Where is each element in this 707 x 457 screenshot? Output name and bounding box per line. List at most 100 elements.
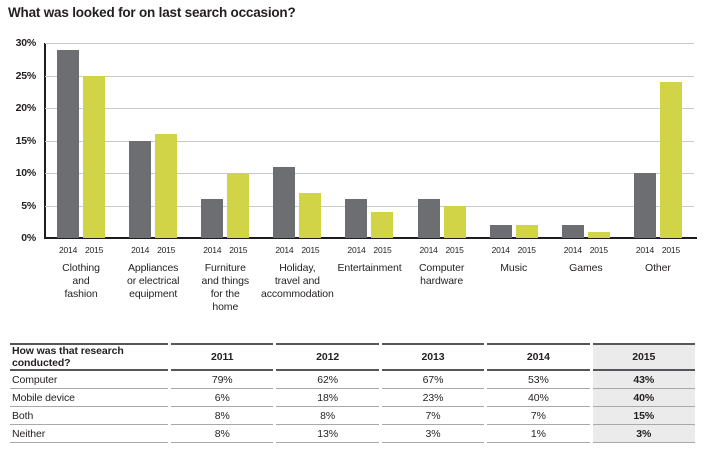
bar-year-label: 2015 — [229, 245, 248, 255]
bar-group: 2014 2015 Other — [622, 43, 694, 274]
bar-2014 — [201, 199, 224, 238]
bar-2014 — [129, 140, 152, 238]
category-label: Holiday, travel and accommodation — [260, 262, 334, 300]
table-cell: 40% — [487, 389, 590, 407]
bar-year-label: 2015 — [661, 245, 680, 255]
category-label: Appliances or electrical equipment — [126, 262, 180, 300]
table-cell: 15% — [592, 407, 695, 425]
bar-year-label: 2015 — [517, 245, 536, 255]
y-tick-label: 10% — [15, 167, 37, 179]
bar-groups: 2014 2015 Clothing and fashion 2014 2015 Appl… — [45, 43, 694, 313]
bar-2014 — [489, 225, 512, 238]
table-cell: 79% — [171, 371, 274, 389]
category-label: Other — [645, 262, 671, 274]
bar-group: 2014 2015 Holiday, travel and accommodatio… — [261, 43, 334, 300]
gridline — [45, 75, 694, 77]
table-header-row: How was that research conducted? 2011 2012… — [10, 343, 695, 371]
bar-year-label: 2014 — [635, 245, 654, 255]
gridline — [45, 108, 694, 109]
bar-year-label: 2014 — [131, 245, 150, 255]
bar-year-labels: 2014 2015 — [562, 245, 610, 255]
bar-pair — [273, 166, 322, 238]
table-cell: 62% — [276, 371, 379, 389]
year-column-header: 2013 — [381, 343, 485, 371]
table-cell: 40% — [592, 389, 695, 407]
category-label: Furniture and things for the home — [201, 262, 250, 313]
bar-group: 2014 2015 Music — [478, 43, 550, 274]
table-cell: 8% — [276, 407, 379, 425]
bar-year-labels: 2014 2015 — [345, 245, 393, 255]
y-axis-labels: 30% 25% 20% 15% 10% 5% 0% — [0, 37, 38, 244]
table-cell: 1% — [487, 425, 590, 443]
category-label: Games — [569, 262, 603, 274]
table-cell: 43% — [592, 371, 695, 389]
bar-pair — [633, 82, 682, 238]
bar-year-label: 2014 — [347, 245, 366, 255]
y-tick-label: 5% — [21, 199, 36, 212]
bar-year-label: 2014 — [563, 245, 582, 255]
bar-2014 — [273, 166, 296, 238]
bar-2015 — [659, 82, 682, 238]
y-tick-label: 20% — [15, 102, 37, 114]
bar-year-labels: 2014 2015 — [490, 245, 538, 255]
y-tick-label: 30% — [15, 37, 37, 49]
table-cell: 67% — [381, 371, 485, 389]
bar-pair — [561, 225, 610, 238]
bar-year-labels: 2014 2015 — [129, 245, 177, 255]
table-cell: 53% — [487, 371, 590, 389]
bar-year-label: 2015 — [373, 245, 392, 255]
bar-2015 — [371, 212, 394, 238]
table-cell: 3% — [592, 425, 695, 443]
bar-2015 — [587, 231, 610, 238]
table-row: Mobile device 6% 18% 23% 40% 40% — [10, 389, 695, 407]
gridline — [45, 140, 694, 142]
bar-year-label: 2014 — [419, 245, 438, 255]
bar-year-labels: 2014 2015 — [634, 245, 682, 255]
row-label: Neither — [10, 425, 168, 443]
year-column-header: 2012 — [276, 343, 379, 371]
table-cell: 8% — [171, 425, 274, 443]
bar-year-labels: 2014 2015 — [57, 245, 105, 255]
bar-year-label: 2014 — [275, 245, 294, 255]
bar-2014 — [417, 199, 440, 238]
bar-2015 — [299, 192, 322, 238]
bar-group: 2014 2015 Clothing and fashion — [45, 43, 117, 300]
bar-pair — [345, 199, 394, 238]
bar-year-label: 2015 — [445, 245, 464, 255]
table-title-header: How was that research conducted? — [10, 343, 168, 371]
year-column-header: 2011 — [171, 343, 274, 371]
chart-title: What was looked for on last search occas… — [8, 5, 296, 20]
bar-2015 — [443, 205, 466, 238]
bar-year-label: 2015 — [157, 245, 176, 255]
bar-2015 — [83, 75, 106, 238]
row-label: Both — [10, 407, 168, 425]
category-label: Music — [500, 262, 528, 274]
bar-2014 — [561, 225, 584, 238]
table-cell: 7% — [487, 407, 590, 425]
table-cell: 18% — [276, 389, 379, 407]
table-cell: 6% — [171, 389, 274, 407]
table-cell: 8% — [171, 407, 274, 425]
bar-year-label: 2015 — [301, 245, 320, 255]
research-conducted-table: How was that research conducted? 2011 2012… — [7, 343, 698, 443]
bar-2014 — [633, 173, 656, 238]
bar-pair — [129, 134, 178, 238]
bar-group: 2014 2015 Furniture and things for the hom… — [189, 43, 261, 313]
table-cell: 23% — [381, 389, 485, 407]
y-tick-label: 15% — [15, 134, 37, 147]
bar-group: 2014 2015 Entertainment — [333, 43, 405, 274]
bar-chart-plot-area — [44, 43, 697, 239]
y-tick-label: 25% — [15, 69, 37, 82]
category-label: Computer hardware — [418, 262, 465, 287]
bar-year-label: 2014 — [491, 245, 510, 255]
bar-group: 2014 2015 Games — [550, 43, 622, 274]
bar-year-label: 2015 — [84, 245, 104, 255]
bar-2015 — [515, 225, 538, 238]
bar-year-labels: 2014 2015 — [418, 245, 466, 255]
bar-year-labels: 2014 2015 — [201, 245, 249, 255]
table-row: Computer 79% 62% 67% 53% 43% — [10, 371, 695, 389]
gridline — [45, 173, 694, 174]
bar-year-label: 2014 — [58, 245, 78, 255]
table-body: Computer 79% 62% 67% 53% 43% Mobile device 6% 18… — [10, 371, 695, 443]
